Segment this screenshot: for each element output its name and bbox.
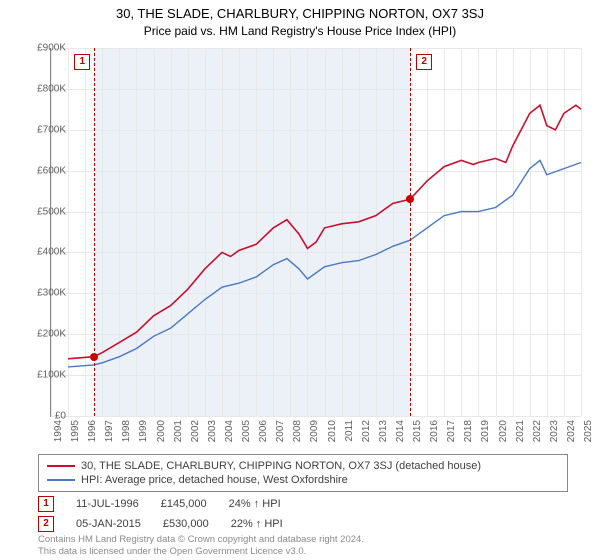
page-subtitle: Price paid vs. HM Land Registry's House …: [0, 21, 600, 38]
x-tick-label: 2010: [327, 420, 338, 442]
y-tick-label: £900K: [22, 43, 66, 54]
x-tick-label: 2012: [361, 420, 372, 442]
legend-label-property: 30, THE SLADE, CHARLBURY, CHIPPING NORTO…: [81, 460, 481, 472]
event-price: £530,000: [163, 518, 209, 530]
x-tick-label: 2023: [549, 420, 560, 442]
x-tick-label: 2008: [292, 420, 303, 442]
event-marker-dot: [90, 353, 98, 361]
x-tick-label: 2005: [241, 420, 252, 442]
grid-vertical: [581, 48, 582, 416]
x-tick-label: 2024: [566, 420, 577, 442]
event-date: 11-JUL-1996: [76, 498, 139, 510]
event-marker-dot: [406, 195, 414, 203]
y-tick-label: £500K: [22, 206, 66, 217]
y-tick-label: £800K: [22, 83, 66, 94]
x-tick-label: 2007: [275, 420, 286, 442]
x-tick-label: 2021: [515, 420, 526, 442]
legend-row: 30, THE SLADE, CHARLBURY, CHIPPING NORTO…: [47, 459, 559, 473]
legend-label-hpi: HPI: Average price, detached house, West…: [81, 474, 348, 486]
y-tick-label: £600K: [22, 165, 66, 176]
x-tick-label: 2015: [412, 420, 423, 442]
x-tick-label: 1995: [70, 420, 81, 442]
event-delta: 24% ↑ HPI: [229, 498, 281, 510]
x-tick-label: 2016: [429, 420, 440, 442]
y-tick-label: £0: [22, 411, 66, 422]
y-tick-label: £100K: [22, 370, 66, 381]
x-tick-label: 2017: [446, 420, 457, 442]
event-date: 05-JAN-2015: [76, 518, 141, 530]
x-tick-label: 2002: [190, 420, 201, 442]
legend-swatch-property: [47, 465, 75, 467]
price-chart: 12: [50, 48, 581, 417]
x-tick-label: 1996: [87, 420, 98, 442]
y-tick-label: £400K: [22, 247, 66, 258]
footer-line-2: This data is licensed under the Open Gov…: [38, 546, 364, 558]
x-tick-label: 2014: [395, 420, 406, 442]
chart-lines-svg: [51, 48, 581, 416]
x-tick-label: 2022: [532, 420, 543, 442]
x-tick-label: 2004: [224, 420, 235, 442]
event-number-box: 1: [38, 496, 54, 512]
x-tick-label: 2025: [583, 420, 594, 442]
event-line: [410, 48, 411, 416]
page-title: 30, THE SLADE, CHARLBURY, CHIPPING NORTO…: [0, 0, 600, 21]
event-number-box: 1: [74, 54, 90, 70]
x-tick-label: 2000: [156, 420, 167, 442]
x-tick-label: 2019: [480, 420, 491, 442]
event-row: 2 05-JAN-2015 £530,000 22% ↑ HPI: [38, 514, 283, 534]
x-tick-label: 2003: [207, 420, 218, 442]
x-tick-label: 2013: [378, 420, 389, 442]
footer: Contains HM Land Registry data © Crown c…: [38, 534, 364, 558]
footer-line-1: Contains HM Land Registry data © Crown c…: [38, 534, 364, 546]
y-tick-label: £200K: [22, 329, 66, 340]
event-number-box: 2: [416, 54, 432, 70]
x-tick-label: 1999: [138, 420, 149, 442]
event-line: [94, 48, 95, 416]
legend-swatch-hpi: [47, 479, 75, 481]
x-tick-label: 1998: [121, 420, 132, 442]
grid-horizontal: [51, 416, 581, 417]
legend-row: HPI: Average price, detached house, West…: [47, 473, 559, 487]
event-number-box: 2: [38, 516, 54, 532]
x-tick-label: 2001: [173, 420, 184, 442]
event-row: 1 11-JUL-1996 £145,000 24% ↑ HPI: [38, 494, 283, 514]
x-tick-label: 2018: [463, 420, 474, 442]
event-delta: 22% ↑ HPI: [231, 518, 283, 530]
y-tick-label: £700K: [22, 124, 66, 135]
events-table: 1 11-JUL-1996 £145,000 24% ↑ HPI 2 05-JA…: [38, 494, 283, 534]
series-hpi: [68, 160, 581, 367]
legend: 30, THE SLADE, CHARLBURY, CHIPPING NORTO…: [38, 454, 568, 492]
x-tick-label: 2006: [258, 420, 269, 442]
event-price: £145,000: [161, 498, 207, 510]
x-tick-label: 1997: [104, 420, 115, 442]
series-property: [68, 105, 581, 359]
x-tick-label: 2020: [498, 420, 509, 442]
x-tick-label: 1994: [53, 420, 64, 442]
x-tick-label: 2011: [344, 420, 355, 442]
y-tick-label: £300K: [22, 288, 66, 299]
x-tick-label: 2009: [309, 420, 320, 442]
